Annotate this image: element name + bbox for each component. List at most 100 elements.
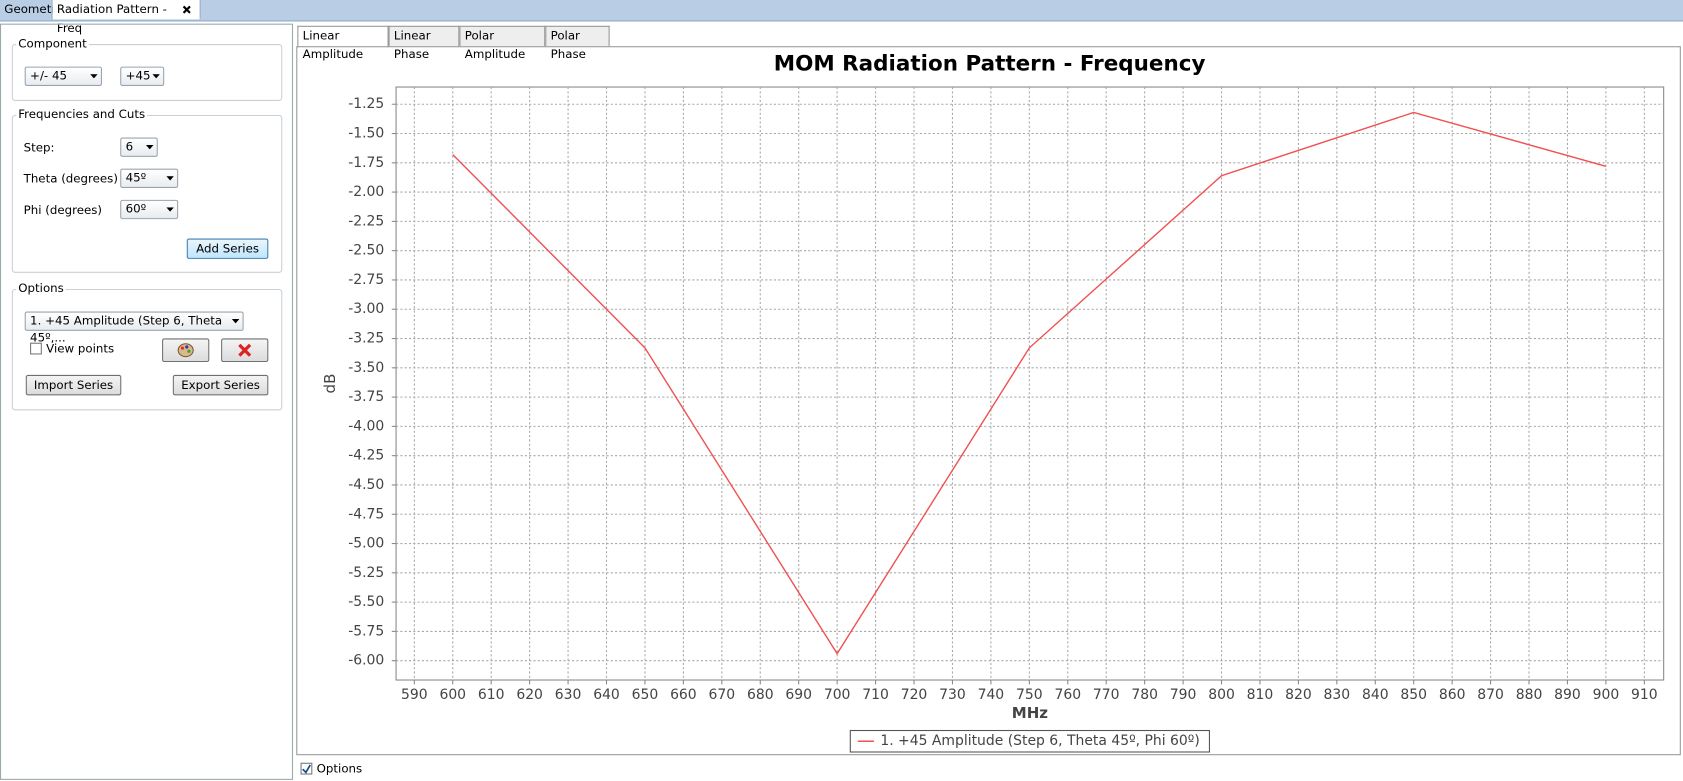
check-mark [302,764,311,774]
y-tick-label: -3.25 [348,331,384,347]
combo-text: 60º [125,201,147,216]
x-tick-label: 660 [670,687,697,703]
y-tick-label: -2.25 [348,213,384,229]
x-tick-label: 740 [978,687,1005,703]
label: View points [46,341,115,356]
x-tick-label: 730 [939,687,966,703]
side-panel: Component +/- 45 +45 Frequencies and Cut… [0,23,294,780]
group-title: Component [16,36,89,51]
y-tick-label: -2.50 [348,243,384,259]
y-tick-label: -2.75 [348,272,384,288]
color-button[interactable] [162,338,210,363]
label: Step: [23,140,55,155]
y-tick-label: -3.50 [348,360,384,376]
tab-label: Radiation Pattern - Freq [56,2,167,36]
x-tick-label: 820 [1285,687,1312,703]
combo-text: 45º [125,170,147,185]
delete-icon [238,343,252,357]
x-tick-label: 860 [1439,687,1466,703]
x-tick-label: 680 [747,687,774,703]
group-title: Options [16,281,66,296]
delete-button[interactable] [221,338,269,363]
x-tick-label: 600 [439,687,466,703]
x-tick-label: 720 [901,687,928,703]
x-tick-label: 590 [401,687,428,703]
x-tick-label: 700 [824,687,851,703]
y-axis-label: dB [321,374,339,394]
chart-tab[interactable]: Polar Phase [545,25,610,61]
x-tick-label: 670 [709,687,736,703]
component-group: Component +/- 45 +45 [11,36,283,101]
combo[interactable]: 60º [120,199,179,220]
button[interactable]: Add Series [186,238,269,259]
label: Options [316,761,363,776]
x-tick-label: 890 [1554,687,1581,703]
x-tick-label: 690 [785,687,812,703]
x-tick-label: 780 [1131,687,1158,703]
legend: 1. +45 Amplitude (Step 6, Theta 45º, Phi… [849,729,1210,753]
y-tick-label: -3.75 [348,389,384,405]
x-tick-label: 610 [478,687,505,703]
y-tick-label: -4.75 [348,506,384,522]
x-tick-label: 770 [1093,687,1120,703]
x-tick-label: 790 [1170,687,1197,703]
label: Theta (degrees) [23,171,118,186]
x-tick-label: 760 [1054,687,1081,703]
combo[interactable]: 45º [120,168,179,188]
chart-tab[interactable]: Polar Amplitude [459,25,546,61]
x-tick-label: 900 [1593,687,1620,703]
x-tick-label: 830 [1324,687,1351,703]
combo[interactable]: +/- 45 [24,66,102,86]
arrow [166,207,174,212]
label: Phi (degrees) [23,203,103,218]
arrow [90,74,98,79]
arrow [231,319,240,324]
checkbox[interactable] [300,762,313,775]
arrow [145,145,154,150]
tab-bar: Geometry Radiation Pattern - Freq [0,0,1683,35]
arrow [166,176,174,181]
legend-label: 1. +45 Amplitude (Step 6, Theta 45º, Phi… [880,733,1199,749]
chart-tab-active[interactable]: Linear Amplitude [297,25,389,61]
group-title: Frequencies and Cuts [16,107,148,122]
y-tick-label: -4.25 [348,448,384,464]
x-tick-label: 870 [1477,687,1504,703]
y-tick-label: -4.50 [348,477,384,493]
button[interactable]: Import Series [25,374,122,396]
y-tick-label: -1.50 [348,126,384,142]
x-axis-label: MHz [1012,704,1048,722]
x-tick-label: 630 [555,687,582,703]
y-tick-label: -6.00 [348,653,384,669]
y-tick-label: -5.50 [348,594,384,610]
combo[interactable]: 6 [120,137,158,157]
x-tick-label: 880 [1516,687,1543,703]
x-tick-label: 650 [632,687,659,703]
y-tick-label: -5.75 [348,623,384,639]
legend-box [849,729,1210,753]
combo-text: +45 [125,68,151,83]
chart-title: MOM Radiation Pattern - Frequency [774,51,1206,76]
arrow [152,74,160,79]
freq-group: Frequencies and Cuts Step: 6 Theta (degr… [11,107,283,273]
combo-text: 6 [125,139,134,154]
y-tick-label: -2.00 [348,184,384,200]
button[interactable]: Export Series [172,374,269,396]
checkbox[interactable] [30,342,42,355]
chart-tab[interactable]: Linear Phase [388,25,460,61]
palette-icon [177,343,194,358]
tab-active[interactable]: Radiation Pattern - Freq [52,0,201,35]
x-tick-label: 640 [593,687,620,703]
y-tick-label: -5.25 [348,565,384,581]
x-tick-label: 750 [1016,687,1043,703]
combo[interactable]: 1. +45 Amplitude (Step 6, Theta 45º,... [24,311,244,345]
chart: MOM Radiation Pattern - Frequency -1.25 -… [296,46,1681,756]
combo-text: +/- 45 [30,68,67,83]
options-group: Options 1. +45 Amplitude (Step 6, Theta … [11,281,283,411]
combo[interactable]: +45 [120,66,165,86]
x-tick-label: 850 [1400,687,1427,703]
tab[interactable]: Geometry [0,0,63,20]
x-tick-label: 710 [862,687,889,703]
y-tick-label: -4.00 [348,418,384,434]
close-icon[interactable] [182,5,191,14]
